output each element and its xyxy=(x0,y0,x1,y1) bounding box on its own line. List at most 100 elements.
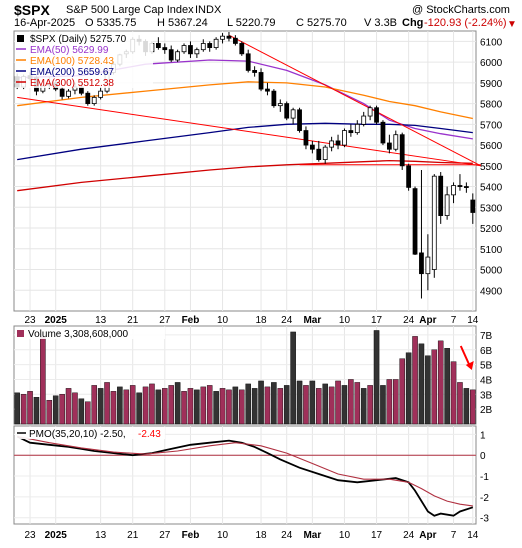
pmo-x-tick: 10 xyxy=(339,530,351,541)
volume-frame xyxy=(13,325,477,425)
pmo-x-tick: 2025 xyxy=(45,530,68,541)
price-y-tick: 5500 xyxy=(480,162,503,173)
exchange-label: INDX xyxy=(195,4,222,16)
volume-bar xyxy=(328,386,335,425)
legend-item: EMA(100) 5728.43 xyxy=(30,56,114,67)
pmo-line-1 xyxy=(16,435,474,517)
pmo-legend-box xyxy=(15,427,165,439)
volume-bar xyxy=(431,349,438,425)
price-y-tick: 5700 xyxy=(480,120,503,131)
volume-bar xyxy=(14,392,20,425)
pmo-line-2 xyxy=(17,435,473,507)
price-x-tick: 24 xyxy=(403,315,415,326)
price-x-tick: 27 xyxy=(159,315,171,326)
price-x-tick: 2025 xyxy=(45,315,68,326)
volume-bar xyxy=(206,385,213,425)
volume-y-tick: 6B xyxy=(480,346,493,357)
price-x-tick: Apr xyxy=(419,315,436,326)
volume-bar xyxy=(40,336,46,425)
volume-bar xyxy=(277,388,284,425)
candle-body xyxy=(322,146,328,160)
candle-body xyxy=(297,109,302,131)
volume-bar xyxy=(470,389,476,425)
volume-bar xyxy=(33,397,40,425)
candle-body xyxy=(412,188,418,255)
volume-bar xyxy=(335,380,341,425)
volume-bar xyxy=(142,386,149,425)
pmo-y-tick: -3 xyxy=(480,514,489,525)
price-x-tick: 18 xyxy=(255,315,267,326)
volume-bar xyxy=(348,379,354,425)
volume-bar xyxy=(91,385,97,425)
pmo-x-tick: 21 xyxy=(127,530,139,541)
volume-bar xyxy=(117,386,123,425)
candle-body xyxy=(444,194,450,216)
volume-bar xyxy=(187,388,194,425)
candle-body xyxy=(386,142,392,150)
candle-body xyxy=(245,53,251,71)
volume-bar xyxy=(264,386,271,425)
price-x-tick: 7 xyxy=(451,315,457,326)
candle-body xyxy=(239,43,245,55)
price-x-tick: 17 xyxy=(371,315,383,326)
candle-body xyxy=(258,72,264,90)
price-y-tick: 5100 xyxy=(480,245,503,256)
candle-body xyxy=(316,148,322,160)
legend-item: EMA(50) 5629.99 xyxy=(30,45,109,56)
candle-body xyxy=(271,90,277,107)
pmo-y-tick: 1 xyxy=(480,430,486,441)
volume-bar xyxy=(296,380,303,425)
volume-bar xyxy=(123,389,130,425)
volume-bar xyxy=(110,391,117,425)
volume-bar xyxy=(65,388,72,425)
red-arrow-shaft xyxy=(459,345,471,367)
volume-bar xyxy=(316,388,322,425)
volume-bar xyxy=(136,392,142,425)
volume-bar xyxy=(322,383,328,425)
volume-bar xyxy=(450,361,457,425)
price-y-tick: 5200 xyxy=(480,224,503,235)
price-x-tick: 10 xyxy=(339,315,351,326)
candle-body xyxy=(59,88,65,97)
volume-bar xyxy=(290,331,296,425)
candle-body xyxy=(335,140,341,146)
candle-body xyxy=(98,90,104,98)
volume-bar xyxy=(162,388,168,425)
pmo-x-tick: 17 xyxy=(371,530,383,541)
volume-bar xyxy=(174,382,181,425)
pmo-x-tick: 7 xyxy=(451,530,457,541)
volume-bar xyxy=(425,355,431,425)
legend-item: EMA(300) 5512.38 xyxy=(30,78,114,89)
volume-bar xyxy=(219,388,226,425)
price-x-tick: 10 xyxy=(217,315,229,326)
index-name: S&P 500 Large Cap Index xyxy=(66,4,194,16)
volume-bar xyxy=(437,340,444,425)
candle-body xyxy=(226,35,232,39)
candle-body xyxy=(168,49,174,61)
volume-bar xyxy=(129,385,136,425)
price-y-tick: 5900 xyxy=(480,79,503,90)
candle-body xyxy=(252,70,258,73)
volume-y-tick: 5B xyxy=(480,361,493,372)
price-x-tick: 13 xyxy=(95,315,107,326)
volume-y-tick: 2B xyxy=(480,405,493,416)
pmo-legend: PMO(35,20,10) -2.50, xyxy=(29,429,126,440)
volume-bar xyxy=(72,392,78,425)
volume-bar xyxy=(213,391,219,425)
volume-bar xyxy=(20,394,27,425)
volume-bar xyxy=(309,380,316,425)
volume-bar xyxy=(168,385,174,425)
volume-legend: Volume 3,308,608,000 xyxy=(28,329,129,340)
candle-body xyxy=(406,165,412,188)
volume-bar xyxy=(405,352,412,425)
change-label: Chg xyxy=(402,17,424,29)
volume-bar xyxy=(97,388,104,425)
pmo-panel: -3 -2 -1 0 1 23 2025 13 21 27 Feb 10 18 24 Mar 10 17 24 Ap… xyxy=(13,425,489,541)
volume-bar xyxy=(155,389,162,425)
price-y-tick: 5800 xyxy=(480,100,503,111)
date-label: 16-Apr-2025 xyxy=(14,17,76,29)
volume-bar xyxy=(46,400,53,425)
price-x-tick: Feb xyxy=(182,315,200,326)
volume-bar xyxy=(341,385,348,425)
candle-body xyxy=(265,88,270,92)
